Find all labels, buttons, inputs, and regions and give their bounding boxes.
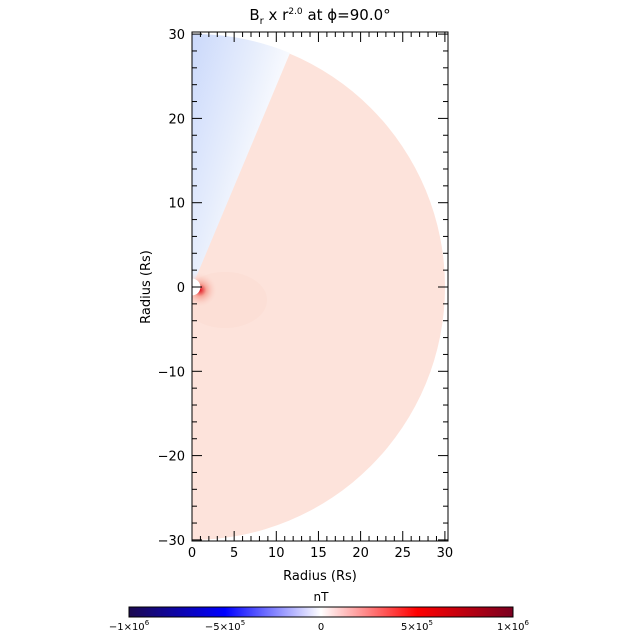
colorbar-tick-label: −1×106 (109, 619, 150, 633)
colorbar (128, 606, 514, 618)
y-tick-label: 20 (168, 112, 185, 127)
positive-field-region (192, 34, 445, 540)
x-tick-label: 20 (352, 546, 369, 561)
y-tick-label: −10 (158, 365, 185, 380)
negative-field-wedge (192, 33, 290, 288)
x-tick-label: 15 (310, 546, 327, 561)
near-sun-peak (192, 272, 218, 308)
x-tick-label: 5 (230, 546, 238, 561)
x-tick-label: 0 (188, 546, 196, 561)
chart-title: Br x r2.0 at ϕ=90.0° (249, 6, 390, 27)
x-axis-label: Radius (Rs) (283, 569, 357, 584)
y-axis-label: Radius (Rs) (139, 250, 154, 324)
axis-ticks: 0 5 10 15 20 25 30 30 20 10 0 −10 −20 −30 (158, 28, 454, 561)
y-tick-label: −20 (158, 450, 185, 465)
colorbar-tick-label: 0 (318, 622, 324, 633)
y-tick-label: 10 (168, 197, 185, 212)
y-tick-label: 30 (168, 28, 185, 43)
heatmap-field (192, 33, 445, 540)
colorbar-tick-label: 1×106 (497, 619, 529, 633)
x-tick-label: 10 (268, 546, 285, 561)
colorbar-tick-label: −5×105 (205, 619, 245, 633)
colorbar-tick-label: 5×105 (401, 619, 433, 633)
y-tick-label: 0 (177, 281, 185, 296)
colorbar-ticks: −1×106 −5×105 0 5×105 1×106 (109, 619, 530, 633)
x-tick-label: 25 (394, 546, 411, 561)
colorbar-label: nT (314, 590, 330, 604)
y-tick-label: −30 (158, 534, 185, 549)
x-tick-label: 30 (437, 546, 454, 561)
